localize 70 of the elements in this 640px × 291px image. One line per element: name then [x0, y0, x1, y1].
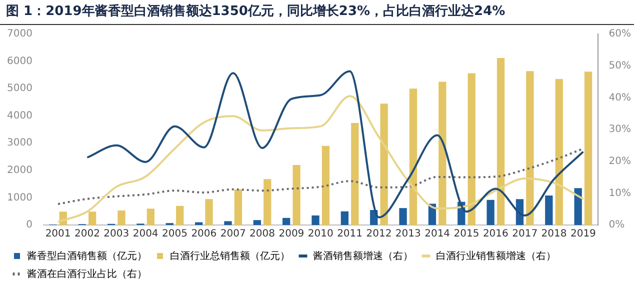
bar	[224, 221, 232, 225]
x-tick-label: 2009	[278, 228, 304, 240]
bar	[399, 208, 407, 225]
bar	[253, 220, 261, 225]
bar	[486, 200, 494, 225]
x-tick-label: 2006	[191, 228, 217, 240]
bar	[118, 210, 126, 225]
y2-tick-label: 50%	[608, 60, 632, 72]
bar	[496, 58, 505, 225]
bar	[468, 73, 476, 225]
bar	[146, 208, 154, 225]
x-tick-label: 2016	[482, 228, 508, 240]
x-tick-label: 2017	[512, 228, 538, 240]
bar	[545, 196, 553, 225]
y2-tick-label: 0%	[608, 220, 625, 231]
x-tick-label: 2003	[104, 228, 130, 240]
y2-tick-label: 40%	[608, 92, 632, 104]
x-tick-label: 2014	[424, 228, 450, 240]
y-tick-label: 7000	[6, 28, 32, 40]
x-tick-label: 2011	[337, 228, 363, 240]
bar	[438, 82, 446, 225]
x-tick-label: 2005	[162, 228, 188, 240]
line-series	[57, 95, 584, 223]
x-tick-label: 2004	[132, 228, 158, 240]
y-tick-label: 5000	[6, 83, 32, 94]
x-tick-label: 2018	[541, 228, 567, 240]
bar	[340, 211, 349, 225]
x-tick-label: 2015	[454, 228, 480, 240]
bar	[322, 146, 330, 225]
x-tick-label: 2010	[308, 228, 334, 240]
y-tick-label: 0	[26, 220, 32, 231]
bar	[176, 206, 184, 225]
bar	[351, 122, 359, 225]
bar	[409, 88, 418, 225]
x-tick-label: 2001	[45, 228, 71, 240]
y-tick-label: 2000	[6, 165, 32, 176]
y-tick-label: 4000	[6, 110, 32, 122]
bar	[282, 218, 290, 225]
y-tick-label: 3000	[6, 138, 32, 149]
chart-title: 图 1：2019年酱香型白酒销售额达1350亿元，同比增长23%，占比白酒行业达24%	[0, 0, 634, 25]
bar	[264, 179, 272, 225]
x-tick-label: 2012	[366, 228, 392, 240]
bar	[380, 104, 388, 225]
bar	[574, 188, 582, 225]
y-tick-label: 6000	[6, 56, 32, 67]
x-tick-label: 2019	[570, 228, 596, 240]
y2-tick-label: 60%	[608, 28, 632, 40]
legend-label: 白酒行业销售额增速（右）	[436, 250, 556, 262]
legend-label: 白酒行业总销售额（亿元）	[170, 250, 290, 262]
y-tick-label: 1000	[6, 192, 32, 204]
bar	[292, 164, 300, 225]
bar	[88, 212, 96, 225]
x-tick-label: 2008	[250, 228, 275, 240]
bar	[234, 190, 242, 225]
bar	[205, 199, 213, 225]
line-series	[86, 70, 584, 218]
y2-tick-label: 20%	[608, 156, 632, 167]
bar	[584, 72, 592, 225]
line-series	[57, 148, 584, 205]
bar	[526, 71, 534, 225]
y2-tick-label: 10%	[608, 188, 632, 199]
x-tick-label: 2007	[220, 228, 246, 240]
y2-tick-label: 30%	[608, 124, 632, 136]
x-tick-label: 2002	[74, 228, 100, 240]
legend-label: 酱酒销售额增速（右）	[313, 250, 413, 262]
bar	[555, 79, 563, 225]
x-tick-label: 2013	[395, 228, 421, 240]
legend-label: 酱香型白酒销售额（亿元）	[27, 250, 147, 262]
bar	[312, 215, 320, 225]
legend-label: 酱酒在白酒行业占比（右）	[27, 268, 147, 280]
